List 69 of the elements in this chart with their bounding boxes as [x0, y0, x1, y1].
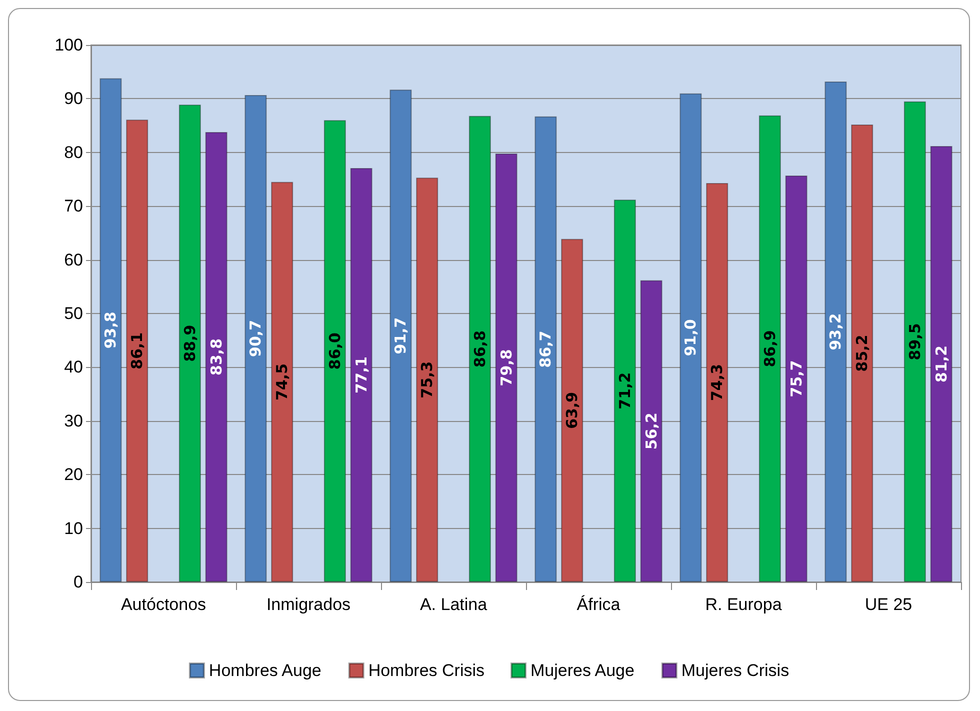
y-tick-label: 0 — [74, 572, 83, 592]
bar — [468, 116, 491, 582]
y-tick-label: 100 — [54, 36, 83, 54]
bar — [614, 200, 636, 582]
data-label: 77,1 — [352, 356, 370, 394]
y-tick-label: 20 — [64, 465, 83, 484]
y-tick-label: 70 — [64, 196, 83, 216]
legend-label: Mujeres Crisis — [681, 661, 790, 680]
data-label: 93,2 — [826, 313, 845, 350]
x-tick-label: África — [576, 595, 621, 614]
y-tick-label: 90 — [64, 89, 83, 108]
data-label: 71,2 — [616, 372, 634, 410]
bar — [930, 146, 952, 582]
bar — [350, 168, 372, 582]
y-tick-label: 40 — [64, 358, 83, 377]
bar — [758, 115, 781, 582]
data-label: 93,8 — [102, 312, 120, 349]
bar — [534, 116, 557, 582]
data-label: 86,7 — [536, 330, 555, 368]
bar — [561, 238, 584, 582]
data-label: 85,2 — [853, 334, 872, 372]
bar — [851, 124, 874, 582]
x-tick-label: Inmigrados — [266, 595, 351, 614]
y-tick-label: 10 — [64, 518, 83, 538]
data-label: 56,2 — [642, 412, 660, 450]
data-label: 86,8 — [470, 330, 489, 368]
data-label: 81,2 — [932, 345, 950, 382]
bar — [205, 132, 228, 582]
bar — [100, 78, 122, 582]
x-tick-label: R. Europa — [705, 595, 782, 614]
data-label: 91,7 — [392, 317, 410, 354]
bar — [824, 82, 847, 582]
data-label: 75,7 — [787, 360, 806, 398]
bar — [178, 104, 201, 582]
data-label: 86,0 — [326, 332, 344, 370]
data-label: 75,3 — [418, 361, 436, 398]
x-tick-label: A. Latina — [420, 595, 488, 614]
data-label: 83,8 — [207, 338, 226, 376]
bar — [640, 280, 662, 582]
data-label: 86,9 — [760, 330, 779, 368]
bar — [904, 101, 926, 582]
data-label: 86,1 — [128, 332, 146, 370]
bar — [126, 120, 148, 582]
y-tick-label: 50 — [64, 304, 83, 323]
legend-label: Mujeres Auge — [530, 661, 634, 680]
bar — [785, 175, 808, 582]
data-label: 89,5 — [906, 323, 924, 360]
bar — [706, 183, 728, 582]
bar — [271, 182, 294, 582]
legend-label: Hombres Auge — [208, 661, 322, 680]
y-tick-label: 80 — [64, 142, 83, 162]
bar — [680, 93, 702, 582]
y-tick-label: 30 — [64, 411, 83, 430]
bar — [495, 153, 518, 582]
bar — [324, 120, 346, 582]
data-label: 74,3 — [708, 364, 726, 402]
bar — [390, 90, 412, 582]
y-tick-label: 60 — [64, 250, 83, 270]
data-label: 88,9 — [180, 324, 199, 362]
data-label: 74,5 — [273, 363, 292, 400]
data-label: 79,8 — [497, 349, 516, 386]
data-label: 63,9 — [563, 392, 582, 429]
data-label: 90,7 — [246, 320, 265, 357]
x-tick-label: UE 25 — [864, 595, 912, 614]
bar — [244, 94, 267, 582]
data-label: 91,0 — [682, 319, 700, 356]
bar — [416, 178, 438, 582]
legend-label: Hombres Crisis — [368, 661, 485, 680]
x-tick-label: Autóctonos — [120, 595, 206, 614]
